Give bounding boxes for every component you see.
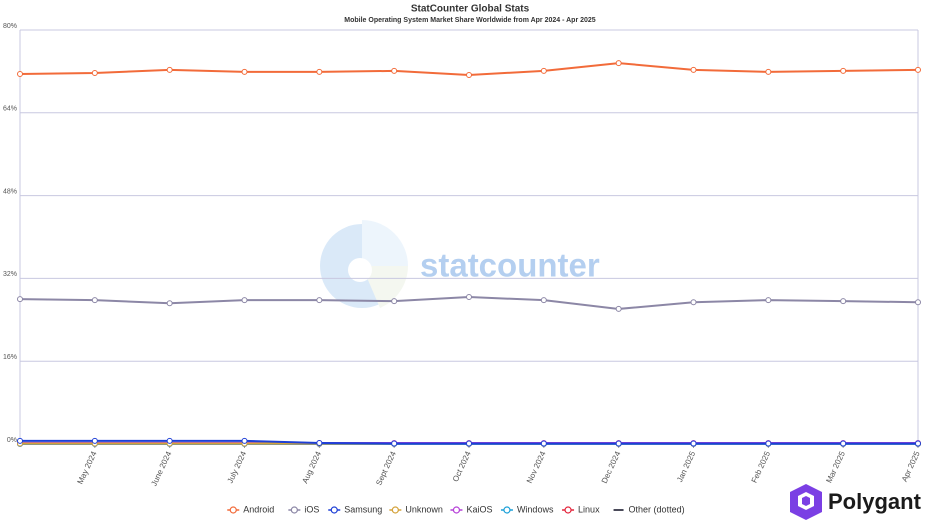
x-tick-label: June 2024 [149, 449, 173, 487]
x-tick-label: Dec 2024 [600, 449, 623, 484]
data-point [466, 72, 472, 79]
legend-label: Unknown [405, 504, 443, 514]
x-tick-label: Nov 2024 [525, 449, 548, 484]
watermark-text: statcounter [420, 247, 600, 284]
data-point [840, 440, 847, 447]
data-point [91, 297, 98, 304]
data-point [690, 440, 697, 447]
data-point [615, 440, 622, 447]
x-tick-label: Oct 2024 [451, 449, 473, 483]
legend-label: Android [243, 504, 274, 514]
y-tick-label: 32% [3, 271, 17, 278]
data-point [540, 67, 547, 74]
data-point [391, 67, 398, 74]
data-point [765, 440, 772, 447]
legend-label: iOS [304, 504, 319, 514]
data-point [466, 440, 472, 447]
legend-label: KaiOS [466, 504, 492, 514]
data-point [840, 67, 847, 74]
legend-swatch [564, 506, 572, 514]
data-point [316, 68, 323, 75]
data-point [690, 66, 697, 73]
data-point [765, 297, 772, 304]
legend-swatch [452, 506, 461, 514]
x-tick-label: May 2024 [76, 449, 99, 485]
legend-swatch [290, 506, 298, 514]
data-point [166, 437, 173, 444]
x-tick-label: Apr 2025 [900, 449, 922, 483]
y-tick-label: 0% [7, 437, 17, 444]
data-point [615, 60, 622, 67]
y-tick-label: 48% [3, 188, 17, 195]
y-tick-label: 16% [3, 354, 17, 361]
data-point [17, 437, 23, 444]
legend-label: Linux [578, 504, 600, 514]
legend-label: Other (dotted) [629, 504, 685, 514]
data-point [391, 440, 398, 447]
data-point [316, 297, 323, 304]
legend-swatch [330, 506, 338, 514]
x-tick-label: Sept 2024 [374, 449, 398, 486]
data-point [915, 66, 921, 73]
data-point [241, 297, 248, 304]
data-point [166, 66, 173, 73]
watermark-logo [320, 220, 408, 308]
data-point [17, 296, 23, 303]
data-point [91, 69, 98, 76]
x-tick-label: Feb 2025 [750, 449, 773, 484]
legend-swatch [503, 506, 511, 514]
x-tick-label: Jan 2025 [675, 449, 697, 483]
chart-subtitle: Mobile Operating System Market Share Wor… [344, 17, 596, 24]
data-point [166, 300, 173, 307]
y-tick-label: 64% [3, 106, 17, 113]
data-point [91, 437, 98, 444]
data-point [840, 298, 847, 305]
data-point [915, 440, 921, 447]
legend-swatch [391, 506, 399, 514]
x-tick-label: Aug 2024 [300, 449, 323, 484]
y-tick-label: 80% [3, 23, 17, 30]
brand-name: Polygant [828, 489, 922, 514]
data-point [391, 298, 398, 305]
x-tick-label: July 2024 [226, 449, 249, 484]
data-point [17, 70, 23, 77]
data-point [316, 439, 323, 446]
data-point [540, 440, 547, 447]
legend-label: Windows [517, 504, 554, 514]
data-point [615, 305, 622, 312]
x-tick-label: Mar 2025 [824, 449, 847, 484]
data-point [241, 68, 248, 75]
legend-label: Samsung [344, 504, 382, 514]
legend-swatch [229, 506, 237, 514]
data-point [915, 299, 921, 306]
data-point [690, 299, 697, 306]
data-point [765, 68, 772, 75]
brand-logo [790, 484, 822, 520]
data-point [466, 294, 472, 301]
data-point [540, 297, 547, 304]
chart-title: StatCounter Global Stats [411, 4, 530, 15]
data-point [241, 437, 248, 444]
